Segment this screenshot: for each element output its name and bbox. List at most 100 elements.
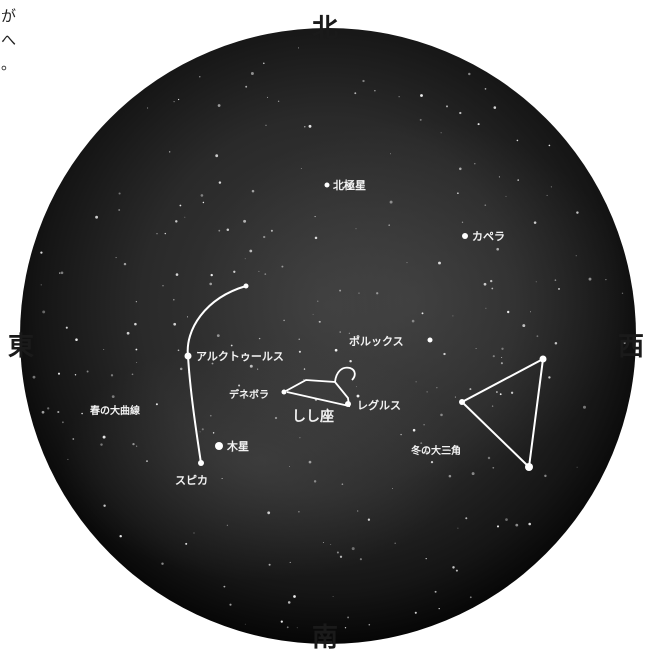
field-star — [65, 326, 68, 329]
leo-constellation-line — [283, 379, 351, 408]
field-star — [425, 450, 429, 454]
field-star — [298, 338, 300, 340]
field-star — [336, 551, 339, 554]
field-star — [398, 96, 400, 98]
regulus-star — [345, 401, 351, 407]
field-star — [469, 388, 472, 391]
field-star — [496, 247, 500, 251]
winter-triangle-line — [460, 357, 545, 470]
label-pollux: ポルックス — [349, 334, 404, 348]
field-star — [286, 626, 289, 629]
field-star — [452, 315, 454, 317]
field-star — [368, 623, 371, 626]
page-side-text: が へ 。 — [0, 4, 16, 76]
field-star — [436, 387, 438, 389]
field-star — [501, 347, 504, 350]
field-star — [501, 356, 503, 359]
field-star — [199, 431, 201, 433]
side-text-2: へ — [0, 31, 16, 49]
field-star — [267, 96, 268, 98]
field-star — [530, 311, 531, 313]
field-star — [498, 176, 500, 178]
field-star — [233, 270, 236, 273]
field-star — [268, 563, 271, 566]
denebola-star — [281, 389, 287, 395]
field-star — [485, 307, 487, 309]
field-star — [217, 104, 221, 107]
field-star — [119, 534, 122, 538]
field-star — [173, 322, 177, 326]
jupiter-planet — [215, 442, 223, 450]
field-star — [202, 201, 205, 204]
field-star — [554, 342, 558, 345]
field-star — [339, 331, 341, 333]
field-star — [244, 623, 246, 625]
field-star — [304, 126, 306, 128]
field-star — [356, 394, 360, 398]
field-star — [193, 532, 195, 534]
field-star — [475, 347, 477, 350]
field-star — [354, 92, 357, 95]
field-star — [32, 375, 36, 379]
field-star — [57, 372, 61, 375]
field-star — [330, 544, 332, 545]
field-star — [443, 352, 446, 356]
field-star — [438, 261, 441, 265]
field-star — [47, 407, 50, 410]
field-star — [554, 279, 557, 281]
field-star — [457, 527, 459, 529]
field-star — [293, 595, 296, 598]
field-star — [414, 611, 417, 614]
field-star — [215, 154, 219, 158]
field-star — [528, 522, 531, 526]
field-star — [421, 312, 424, 315]
arcturus-star — [184, 352, 192, 360]
field-star — [516, 139, 519, 142]
field-star — [175, 220, 178, 223]
field-star — [318, 320, 321, 323]
field-star — [483, 282, 487, 286]
field-star — [118, 192, 121, 195]
field-star — [218, 229, 221, 232]
leo-sickle-line — [334, 366, 356, 383]
field-star — [474, 162, 476, 165]
field-star — [448, 474, 452, 478]
field-star — [505, 518, 508, 521]
field-star — [522, 324, 526, 328]
field-star — [131, 373, 134, 376]
field-star — [72, 438, 75, 440]
label-winter-triangle: 冬の大三角 — [411, 444, 461, 457]
field-star — [484, 204, 487, 206]
field-star — [303, 368, 306, 370]
field-star — [177, 98, 180, 101]
field-star — [411, 319, 415, 323]
field-star — [298, 47, 299, 49]
field-star — [86, 370, 89, 373]
field-star — [583, 405, 586, 409]
label-arcturus: アルクトゥールス — [196, 350, 284, 363]
procyon-star — [459, 399, 465, 405]
field-star — [575, 255, 577, 257]
field-star — [261, 396, 264, 399]
field-star — [544, 474, 547, 478]
capella-star — [462, 233, 468, 239]
field-star — [57, 410, 60, 414]
field-star — [118, 209, 121, 211]
field-star — [455, 569, 458, 572]
field-star — [200, 194, 204, 197]
field-star — [348, 332, 350, 334]
field-star — [229, 603, 232, 606]
field-star — [457, 447, 460, 449]
field-star — [440, 413, 443, 417]
field-star — [300, 167, 302, 169]
field-star — [177, 349, 180, 352]
field-star — [588, 277, 592, 281]
field-star — [283, 319, 285, 322]
field-star — [347, 616, 350, 619]
field-star — [536, 335, 539, 338]
field-star — [308, 124, 312, 128]
field-star — [468, 72, 471, 76]
label-polaris: 北極星 — [333, 178, 366, 192]
label-leo: しし座 — [292, 408, 334, 425]
